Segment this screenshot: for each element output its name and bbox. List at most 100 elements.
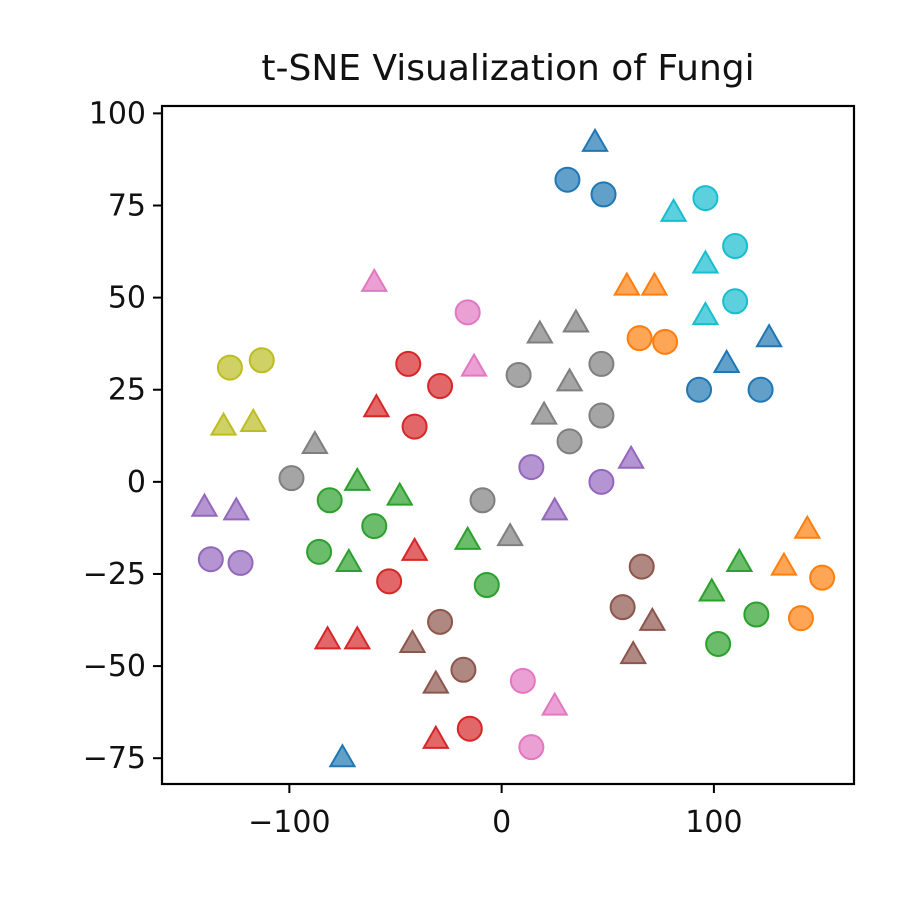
data-point-triangle [540,496,569,521]
data-point-triangle [691,249,720,274]
data-point-circle [454,299,481,326]
chart-title: t-SNE Visualization of Fungi [261,48,754,89]
x-tick-label: 100 [685,805,742,840]
x-axis-ticks: −100 0 100 [248,784,743,840]
data-point-circle [692,185,719,212]
data-point-circle [588,402,615,429]
data-point-circle [456,715,483,742]
data-point-circle [361,513,388,540]
data-point-triangle [530,400,558,425]
data-point-triangle [691,301,720,326]
data-point-triangle [460,352,488,377]
data-point-circle [722,288,749,315]
data-point-circle [505,361,532,388]
y-tick-label: 50 [108,281,146,316]
data-point-circle [473,572,500,599]
data-point-triangle [385,481,414,506]
data-point-circle [316,487,343,514]
data-point-circle [556,428,583,455]
y-tick-label: −75 [83,741,146,776]
data-point-triangle [190,492,219,517]
data-point-circle [376,568,403,595]
data-point-circle [216,354,243,381]
data-point-triangle [328,743,357,768]
data-point-circle [518,734,545,761]
data-point-triangle [400,536,429,561]
data-point-triangle [453,525,482,550]
data-point-triangle [793,514,822,539]
data-point-triangle [360,267,389,292]
data-point-triangle [526,319,554,344]
data-point-circle [469,487,496,514]
data-point-circle [518,454,545,481]
data-point-triangle [581,127,609,152]
data-point-circle [306,538,333,565]
data-point-triangle [222,496,251,521]
data-point-circle [747,376,774,403]
data-point-triangle [313,625,342,650]
data-point-triangle [659,197,688,222]
data-point-circle [722,233,749,260]
data-point-triangle [638,606,667,631]
data-point-circle [705,630,732,657]
data-point-circle [427,373,454,400]
data-point-triangle [343,466,372,491]
data-point-circle [787,605,814,632]
y-tick-label: 0 [127,465,146,500]
data-point-triangle [755,323,783,348]
data-point-triangle [422,669,450,694]
data-point-triangle [697,577,726,602]
y-tick-label: 25 [108,373,146,408]
data-point-circle [686,376,713,403]
data-point-circle [227,549,254,576]
data-point-triangle [712,348,741,373]
plot-frame [160,104,856,786]
data-point-circle [395,350,422,377]
y-axis-ticks: 100 75 50 25 0 −25 −50 −75 [83,96,162,776]
data-point-triangle [301,429,329,455]
y-tick-label: 100 [89,96,146,131]
y-tick-label: 75 [108,188,146,223]
data-point-triangle [496,522,524,547]
data-point-triangle [617,444,645,469]
data-point-triangle [239,407,268,432]
data-point-circle [278,465,305,492]
data-point-circle [609,594,636,621]
data-point-circle [450,656,477,683]
data-point-triangle [619,640,648,665]
data-point-circle [588,350,615,377]
data-point-circle [588,468,615,495]
data-point-triangle [725,547,754,572]
data-point-triangle [343,625,372,650]
data-point-circle [401,413,428,440]
data-point-triangle [562,308,590,333]
y-tick-label: −25 [83,557,146,592]
data-points [190,127,836,768]
data-point-circle [554,166,581,193]
data-point-triangle [209,411,238,436]
data-point-circle [626,325,653,352]
data-point-triangle [422,724,450,749]
data-point-circle [809,564,836,591]
data-point-triangle [555,367,584,392]
data-point-circle [197,546,224,573]
data-point-circle [248,347,275,374]
data-point-circle [652,328,679,355]
data-point-triangle [398,628,427,654]
data-point-triangle [334,547,363,572]
data-point-circle [628,553,655,580]
data-point-circle [590,181,617,208]
data-point-circle [743,601,770,628]
x-tick-label: 0 [492,805,511,840]
data-point-triangle [362,393,391,418]
data-point-triangle [540,691,569,716]
data-point-triangle [640,271,669,296]
data-point-circle [509,667,536,694]
x-tick-label: −100 [248,805,330,840]
y-tick-label: −50 [83,649,146,684]
data-point-circle [427,608,454,635]
data-point-triangle [613,271,641,296]
data-point-triangle [770,551,798,576]
